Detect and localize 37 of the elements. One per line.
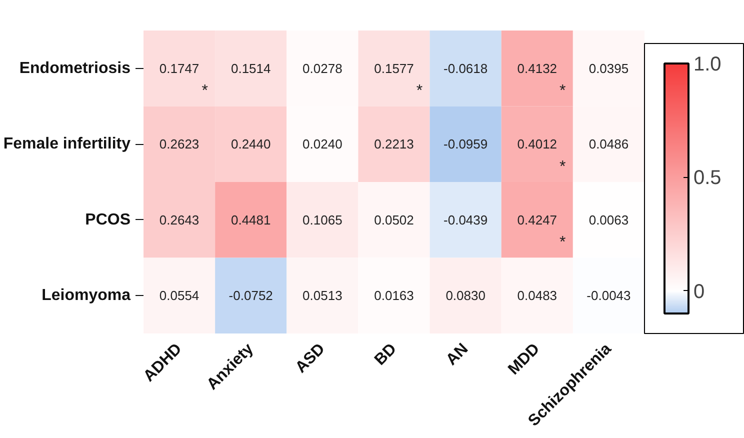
data-label: 0.1577 * [374,60,423,100]
data-label: 0.4012 * [517,136,566,176]
data-label: 0.0240 [302,136,342,152]
data-label: 0.4247 * [517,212,566,252]
data-label: 0.1065 [302,212,342,228]
data-label: -0.0043 [586,288,631,304]
y-tick-label: Leiomyoma [42,287,131,304]
x-tick-label: AN [443,340,472,369]
data-label: 0.0830 [446,288,486,304]
x-tick-label: BD [372,340,400,369]
color-bar-label: 0.5 [694,167,722,190]
data-label: 0.2643 [159,212,200,228]
data-label: 0.0554 [159,288,200,304]
data-label: -0.0752 [228,288,273,304]
y-tick-label: PCOS [85,211,131,228]
data-label: 0.4132 * [517,60,566,100]
data-label: 0.0278 [302,60,342,76]
data-label: 0.0163 [374,288,414,304]
data-label: 0.4481 [230,212,271,228]
data-label: -0.0959 [444,136,488,152]
data-label: -0.0439 [444,212,488,228]
y-tick-label: Female infertility [3,136,131,153]
data-label: 0.0063 [588,212,629,228]
data-label: 0.1747 * [159,60,208,100]
color-bar-label: 0 [694,280,705,303]
data-label: 0.2440 [230,136,271,152]
data-label: 0.0502 [374,212,414,228]
data-label: 0.2623 [159,136,200,152]
data-label: 0.2213 [374,136,414,152]
y-tick-label: Endometriosis [19,60,131,77]
color-bar-label: 1.0 [694,54,722,76]
data-label: 0.1514 [230,60,271,76]
data-label: 0.0483 [517,288,558,304]
data-label: 0.0486 [588,136,629,152]
data-label: 0.0513 [302,288,342,304]
data-label: 0.0395 [588,60,629,76]
data-label: -0.0618 [444,60,488,76]
